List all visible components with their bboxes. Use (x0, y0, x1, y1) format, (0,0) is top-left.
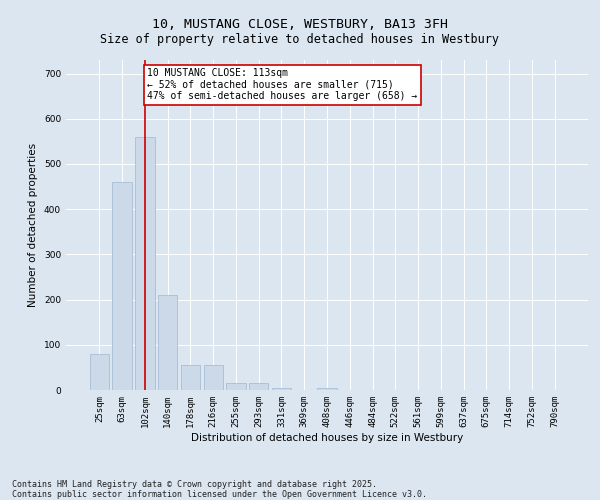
Bar (90, 354, 109, 390)
Bar (112, 182, 132, 390)
Bar (317, 388, 337, 390)
Text: Size of property relative to detached houses in Westbury: Size of property relative to detached ho… (101, 32, 499, 46)
X-axis label: Distribution of detached houses by size in Westbury: Distribution of detached houses by size … (191, 432, 463, 442)
Text: 10 MUSTANG CLOSE: 113sqm
← 52% of detached houses are smaller (715)
47% of semi-: 10 MUSTANG CLOSE: 113sqm ← 52% of detach… (147, 68, 418, 102)
Bar (181, 365, 200, 390)
Bar (226, 383, 245, 390)
Bar (203, 365, 223, 390)
Bar (249, 383, 268, 390)
Bar (135, 137, 155, 390)
Bar (272, 388, 291, 390)
Text: 10, MUSTANG CLOSE, WESTBURY, BA13 3FH: 10, MUSTANG CLOSE, WESTBURY, BA13 3FH (152, 18, 448, 30)
Y-axis label: Number of detached properties: Number of detached properties (28, 143, 38, 307)
Bar (158, 295, 178, 390)
Text: Contains HM Land Registry data © Crown copyright and database right 2025.
Contai: Contains HM Land Registry data © Crown c… (12, 480, 427, 499)
